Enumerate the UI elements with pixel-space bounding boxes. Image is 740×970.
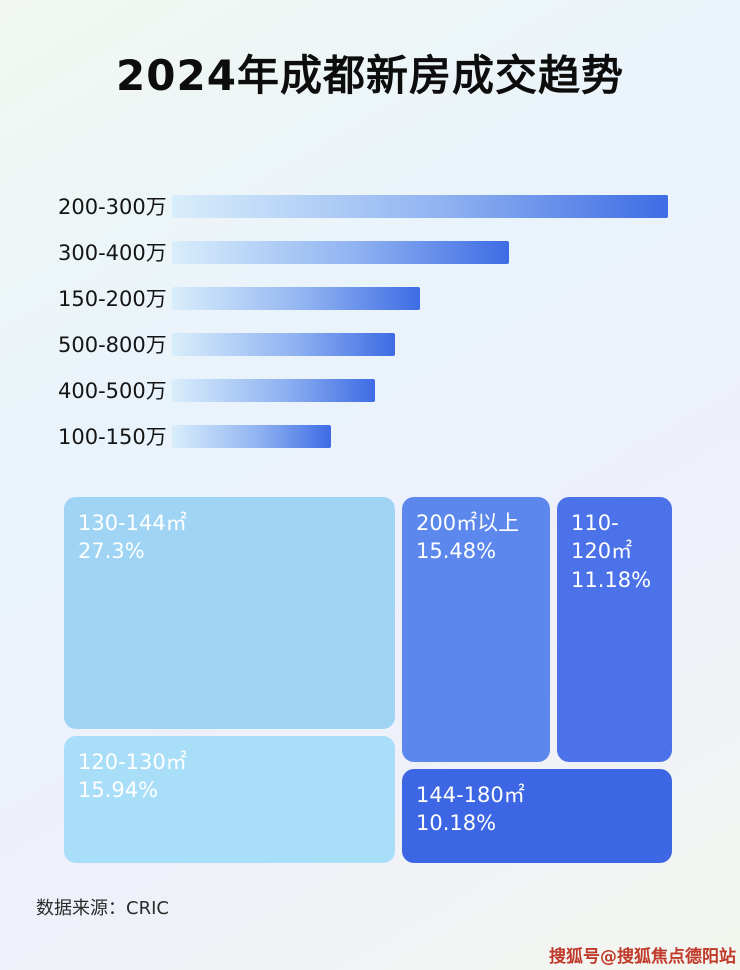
bar-track bbox=[172, 286, 668, 310]
page-title: 2024年成都新房成交趋势 bbox=[116, 51, 624, 100]
treemap-block: 144-180㎡ 10.18% bbox=[402, 769, 672, 863]
bar-label: 500-800万 bbox=[58, 333, 167, 357]
bar-row: 200-300万 bbox=[58, 183, 668, 229]
treemap-block: 120-130㎡ 15.94% bbox=[64, 736, 395, 863]
bar bbox=[172, 286, 420, 310]
bar-row: 500-800万 bbox=[58, 321, 668, 367]
treemap-block-label: 130-144㎡ bbox=[78, 511, 187, 535]
treemap-block-label: 120-130㎡ bbox=[78, 750, 187, 774]
treemap-block-value: 27.3% bbox=[78, 539, 145, 564]
bar-label: 100-150万 bbox=[58, 425, 167, 449]
price-range-bar-chart: 200-300万 300-400万 150-200万 500-800万 400-… bbox=[58, 183, 668, 459]
treemap-block-label: 110-120㎡ bbox=[571, 511, 633, 564]
bar-label: 300-400万 bbox=[58, 241, 167, 265]
bar-row: 400-500万 bbox=[58, 367, 668, 413]
treemap-block: 200㎡以上 15.48% bbox=[402, 497, 550, 762]
bar bbox=[172, 378, 376, 402]
bar bbox=[172, 240, 510, 264]
area-share-treemap: 130-144㎡ 27.3% 120-130㎡ 15.94% 200㎡以上 15… bbox=[64, 497, 672, 863]
treemap-block: 110-120㎡ 11.18% bbox=[557, 497, 672, 762]
bar-row: 300-400万 bbox=[58, 229, 668, 275]
bar-track bbox=[172, 240, 668, 264]
treemap-block-label: 144-180㎡ bbox=[416, 783, 525, 807]
bar-row: 150-200万 bbox=[58, 275, 668, 321]
treemap-block-value: 15.48% bbox=[416, 539, 497, 564]
watermark: 搜狐号@搜狐焦点德阳站 bbox=[549, 947, 736, 967]
bar-label: 200-300万 bbox=[58, 195, 167, 219]
bar-row: 100-150万 bbox=[58, 413, 668, 459]
treemap-block-value: 10.18% bbox=[416, 811, 497, 836]
bar-track bbox=[172, 194, 668, 218]
bar bbox=[172, 424, 331, 448]
bar bbox=[172, 332, 396, 356]
treemap-block-value: 15.94% bbox=[78, 778, 159, 803]
bar-track bbox=[172, 378, 668, 402]
treemap-block-label: 200㎡以上 bbox=[416, 511, 520, 535]
bar bbox=[172, 194, 668, 218]
bar-label: 400-500万 bbox=[58, 379, 167, 403]
bar-label: 150-200万 bbox=[58, 287, 167, 311]
bar-track bbox=[172, 332, 668, 356]
bar-track bbox=[172, 424, 668, 448]
treemap-block-value: 11.18% bbox=[571, 567, 652, 592]
treemap-block: 130-144㎡ 27.3% bbox=[64, 497, 395, 729]
data-source: 数据来源：CRIC bbox=[36, 898, 169, 919]
